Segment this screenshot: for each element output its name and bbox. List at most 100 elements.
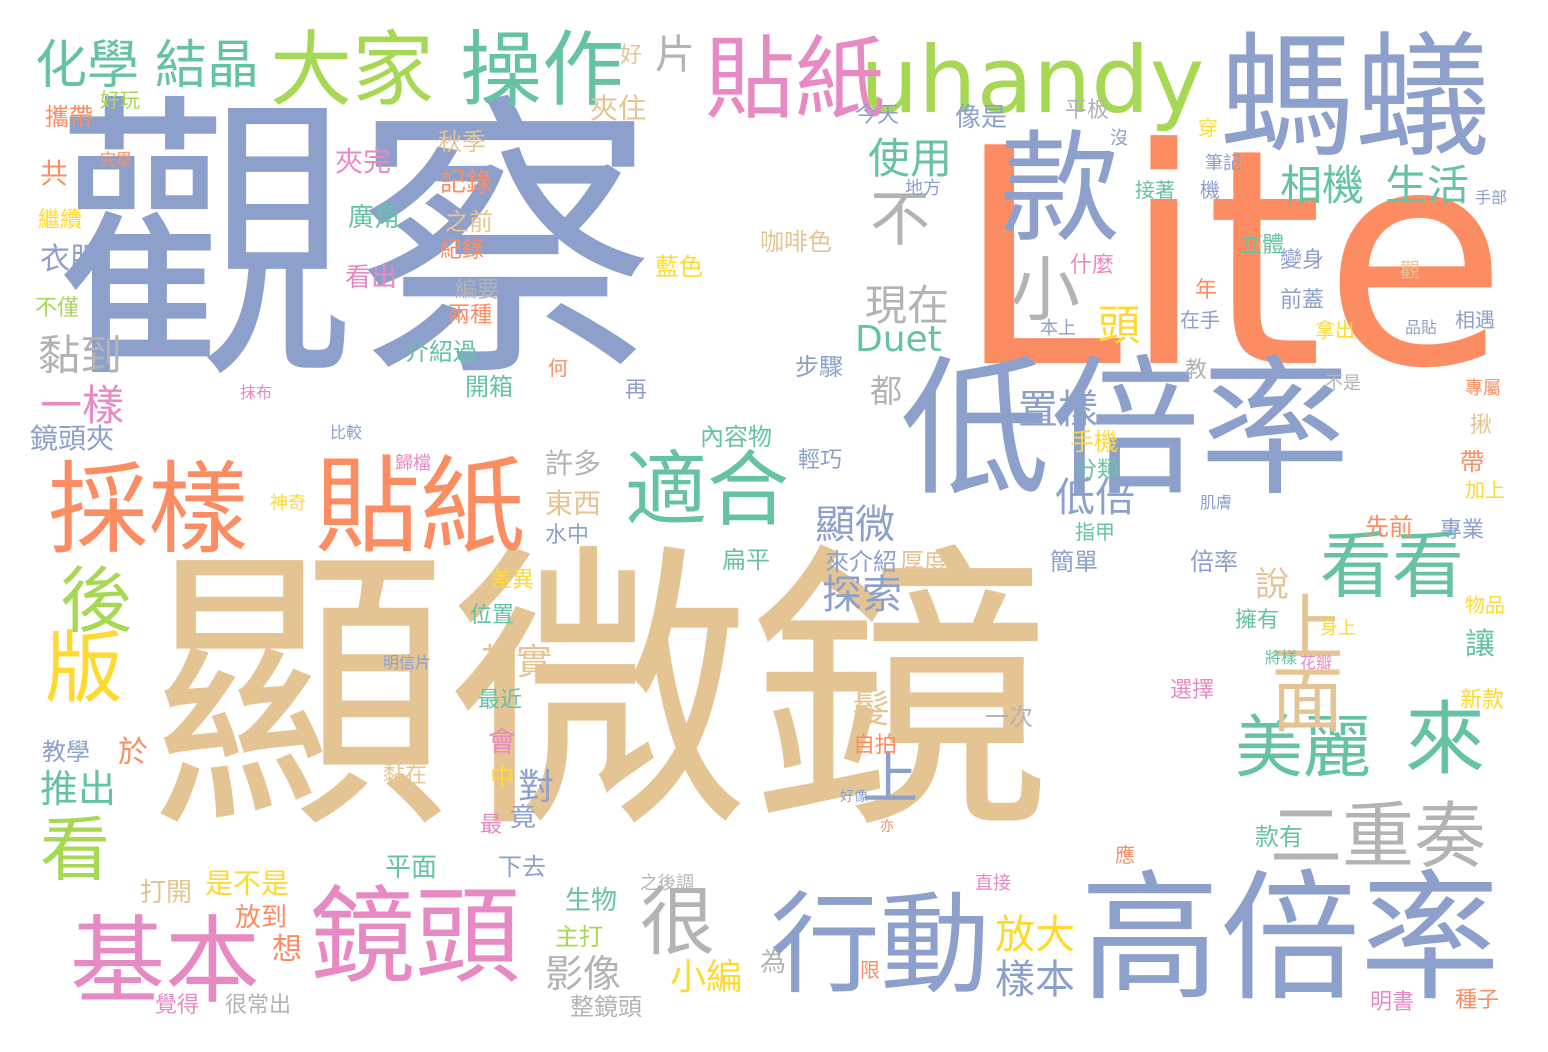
cloud-word: 拿出	[1315, 320, 1355, 340]
cloud-word: 歸檔	[395, 455, 431, 473]
cloud-word: 花瓣	[1300, 655, 1332, 671]
cloud-word: 何	[548, 358, 568, 378]
cloud-word: 自拍	[853, 735, 897, 757]
cloud-word: 竟	[510, 805, 536, 831]
cloud-word: 加上	[1465, 480, 1505, 500]
cloud-word: 什麼	[1070, 255, 1114, 277]
cloud-word: 片	[655, 35, 695, 75]
cloud-word: 差異	[490, 570, 534, 592]
cloud-word: 貼	[365, 605, 385, 625]
cloud-word: 夾完	[335, 148, 391, 176]
cloud-word: 小編	[670, 960, 742, 996]
cloud-word: 身上	[1320, 620, 1356, 638]
cloud-word: 推出	[40, 770, 116, 808]
cloud-word: 將樣	[1265, 650, 1297, 666]
cloud-word: 不僅	[35, 298, 79, 320]
cloud-word: 放大	[995, 915, 1075, 955]
cloud-word: 揪	[1470, 415, 1492, 437]
cloud-word: 記錄	[440, 170, 492, 196]
cloud-word: 藍色	[655, 255, 703, 279]
cloud-word: 變身	[1280, 250, 1324, 272]
cloud-word: 打開	[140, 880, 192, 906]
cloud-word: 抹布	[240, 385, 272, 401]
cloud-word: 攜帶	[45, 105, 93, 129]
cloud-word: 介紹過	[405, 340, 477, 364]
cloud-word: 看	[40, 815, 110, 885]
cloud-word: 年	[1195, 280, 1217, 302]
cloud-word: 相機	[1280, 165, 1364, 207]
cloud-word: 像是	[955, 105, 1007, 131]
cloud-word: 秋季	[438, 130, 486, 154]
cloud-word: 品貼	[1405, 320, 1437, 336]
cloud-word: 繼續	[38, 210, 82, 232]
cloud-word: 接著	[1135, 180, 1175, 200]
cloud-word: 明信片	[383, 655, 431, 671]
cloud-word: 置樣	[1018, 390, 1098, 430]
cloud-word: 頭	[1098, 305, 1140, 347]
cloud-word: 許多	[545, 450, 601, 478]
cloud-word: 完畢	[100, 152, 132, 168]
cloud-word: 廣角	[348, 205, 400, 231]
cloud-word: 相遇	[1455, 310, 1495, 330]
cloud-word: uhandy	[860, 35, 1204, 127]
cloud-word: 帶	[1460, 450, 1484, 474]
cloud-word: 內容物	[700, 425, 772, 449]
cloud-word: 地方	[905, 180, 941, 198]
cloud-word: 本上	[1040, 320, 1076, 338]
cloud-word: 後	[60, 565, 132, 637]
cloud-word: 不是	[1325, 375, 1361, 393]
cloud-word: 於	[118, 738, 148, 768]
cloud-word: 亦	[880, 820, 894, 834]
cloud-word: 之後調	[640, 875, 694, 893]
cloud-word: 直接	[975, 875, 1011, 893]
cloud-word: 好像	[840, 790, 868, 804]
cloud-word: 想	[272, 935, 302, 965]
cloud-word: 開箱	[465, 375, 513, 399]
cloud-word: 都	[870, 375, 902, 407]
cloud-word: 行動	[770, 890, 990, 1000]
cloud-word: 生活	[1385, 165, 1469, 207]
cloud-word: 擁有	[1235, 610, 1279, 632]
cloud-word: 步驟	[795, 355, 843, 379]
cloud-word: 沒	[1110, 130, 1128, 148]
cloud-word: 中	[490, 765, 514, 789]
cloud-word: 輕巧	[798, 450, 842, 472]
cloud-word: 顯微	[815, 505, 895, 545]
cloud-word: 黏在	[383, 765, 427, 787]
cloud-word: 適合	[625, 450, 789, 532]
cloud-word: 一樣	[40, 385, 124, 427]
cloud-word: 共	[40, 160, 68, 188]
cloud-word: 是不是	[205, 870, 289, 898]
cloud-word: 編要	[455, 280, 499, 302]
cloud-word: 厚度	[900, 550, 948, 574]
cloud-word: 專業	[1440, 520, 1484, 542]
cloud-word: 前蓋	[1280, 290, 1324, 312]
cloud-word: 看出	[345, 265, 397, 291]
cloud-word: 神奇	[270, 495, 306, 513]
cloud-word: 明書	[1370, 992, 1414, 1014]
cloud-word: 應	[1115, 845, 1135, 865]
cloud-word: 一次	[985, 705, 1033, 729]
cloud-word: 東西	[545, 490, 601, 518]
cloud-word: 夾住	[590, 95, 646, 123]
cloud-word: 下去	[498, 855, 546, 879]
cloud-word: 採樣	[48, 460, 248, 560]
cloud-word: 為	[760, 950, 786, 976]
cloud-word: 新款	[1460, 690, 1504, 712]
cloud-word: 教	[1185, 360, 1207, 382]
cloud-word: 限	[860, 960, 880, 980]
cloud-word: 很常出	[225, 995, 291, 1017]
cloud-word: 衣服	[40, 245, 100, 275]
cloud-word: 來介紹	[825, 550, 897, 574]
cloud-word: 水中	[545, 525, 589, 547]
cloud-word: 放到	[235, 905, 287, 931]
cloud-word: 今天	[855, 105, 899, 127]
cloud-word: 手部	[1475, 190, 1507, 206]
cloud-word: 鏡頭	[310, 885, 520, 990]
cloud-word: Duet	[855, 322, 942, 358]
cloud-word: 生物	[565, 888, 617, 914]
cloud-word: 觀	[1400, 260, 1420, 280]
cloud-word: 上	[862, 752, 918, 808]
cloud-word: 化學	[35, 40, 139, 92]
